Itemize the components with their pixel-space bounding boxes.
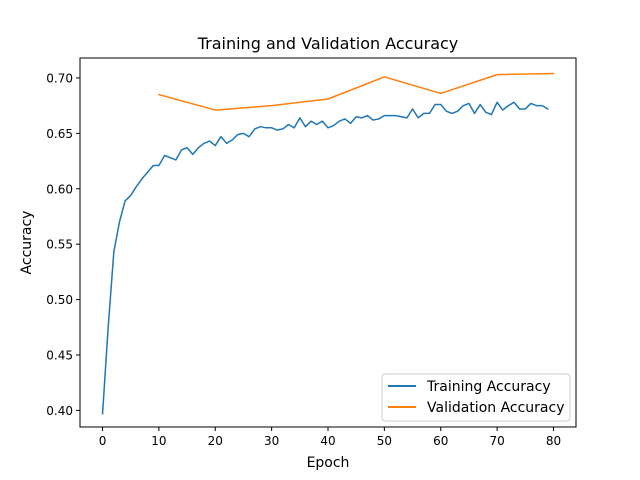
x-axis-ticks: 0 10 20 30 40 50 60 70 80 [99,427,561,448]
x-tick-label: 40 [320,434,335,448]
plot-frame [79,57,577,428]
y-axis-ticks: 0.40 0.45 0.50 0.55 0.60 0.65 0.70 [46,71,80,418]
x-tick-label: 10 [151,434,166,448]
y-tick-label: 0.40 [46,404,73,418]
legend-label-training: Training Accuracy [426,379,551,395]
y-tick-label: 0.50 [46,293,73,307]
y-tick-label: 0.70 [46,71,73,85]
validation-accuracy-line [157,72,555,111]
training-accuracy-line [101,101,549,415]
x-tick-label: 0 [99,434,107,448]
plot-lines [101,72,555,415]
legend: Training Accuracy Validation Accuracy [381,373,571,422]
legend-label-validation: Validation Accuracy [427,400,565,416]
y-tick-label: 0.65 [46,127,73,141]
x-tick-label: 60 [433,434,448,448]
y-tick-label: 0.60 [46,182,73,196]
y-axis-label: Accuracy [19,211,35,275]
x-axis-label: Epoch [307,455,350,471]
x-tick-label: 20 [208,434,223,448]
x-tick-label: 70 [489,434,504,448]
x-tick-label: 30 [264,434,279,448]
y-tick-label: 0.55 [46,238,73,252]
chart-title: Training and Validation Accuracy [197,34,459,53]
x-tick-label: 50 [377,434,392,448]
legend-box [381,373,571,422]
x-tick-label: 80 [546,434,561,448]
y-tick-label: 0.45 [46,348,73,362]
